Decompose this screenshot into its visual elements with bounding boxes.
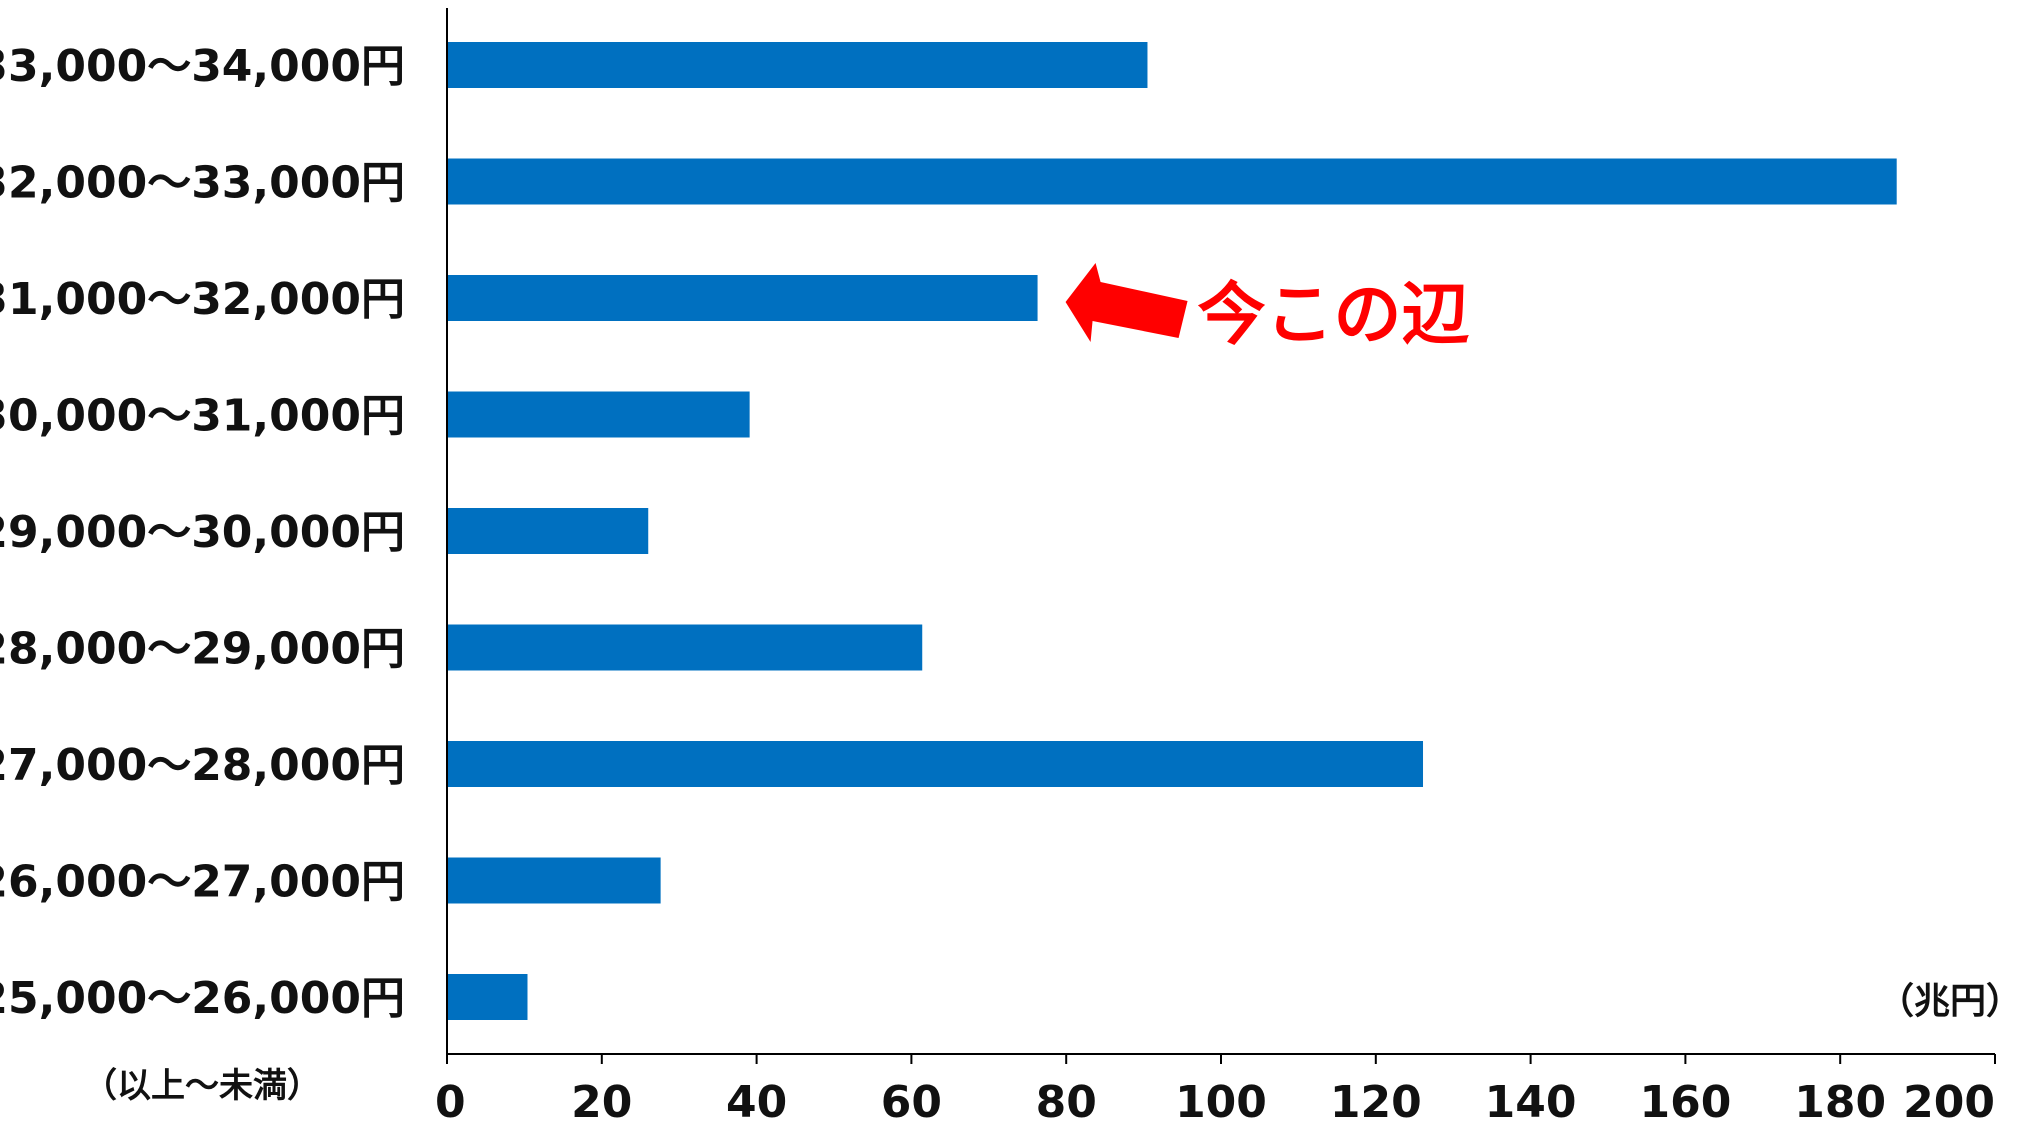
category-label: 29,000～30,000円	[0, 507, 405, 558]
bar	[447, 508, 649, 554]
bars-group	[447, 42, 1897, 1020]
annotation: 今この辺	[1065, 263, 1470, 355]
category-label: 26,000～27,000円	[0, 857, 405, 908]
annotation-label: 今この辺	[1198, 276, 1470, 355]
x-tick-label: 160	[1639, 1077, 1731, 1126]
bar	[447, 857, 661, 904]
x-tick-label: 60	[881, 1077, 942, 1126]
bar	[447, 741, 1424, 787]
bar	[447, 391, 750, 438]
range-note: （以上～未満）	[83, 1066, 321, 1106]
category-label: 31,000～32,000円	[0, 274, 405, 325]
bar	[447, 974, 528, 1020]
x-tick-label: 20	[571, 1077, 632, 1126]
category-label: 28,000～29,000円	[0, 624, 405, 675]
category-label: 33,000～34,000円	[0, 41, 405, 92]
category-label: 25,000～26,000円	[0, 973, 405, 1024]
x-axis: 0 20 40 60 80 100 120 140 160 180 200	[435, 8, 1996, 1126]
red-arrow-icon	[1065, 263, 1188, 342]
unit-label: （兆円）	[1878, 981, 2022, 1022]
bar	[447, 158, 1897, 205]
x-tick-label: 120	[1330, 1077, 1422, 1126]
x-tick-label: 40	[726, 1077, 787, 1126]
x-tick-label: 80	[1036, 1077, 1097, 1126]
x-tick-label: 0	[435, 1077, 466, 1126]
category-label: 27,000～28,000円	[0, 740, 405, 791]
bar	[447, 624, 923, 671]
bar	[447, 275, 1038, 321]
category-labels-group: 33,000～34,000円 32,000～33,000円 31,000～32,00…	[0, 41, 405, 1024]
category-label: 32,000～33,000円	[0, 158, 405, 209]
x-tick-label: 180	[1794, 1077, 1886, 1126]
x-tick-label: 140	[1485, 1077, 1577, 1126]
bar	[447, 42, 1148, 88]
category-label: 30,000～31,000円	[0, 391, 405, 442]
x-ticks-group: 0 20 40 60 80 100 120 140 160 180 200	[435, 1054, 1996, 1126]
x-tick-label: 100	[1175, 1077, 1267, 1126]
x-tick-label: 200	[1903, 1077, 1995, 1126]
